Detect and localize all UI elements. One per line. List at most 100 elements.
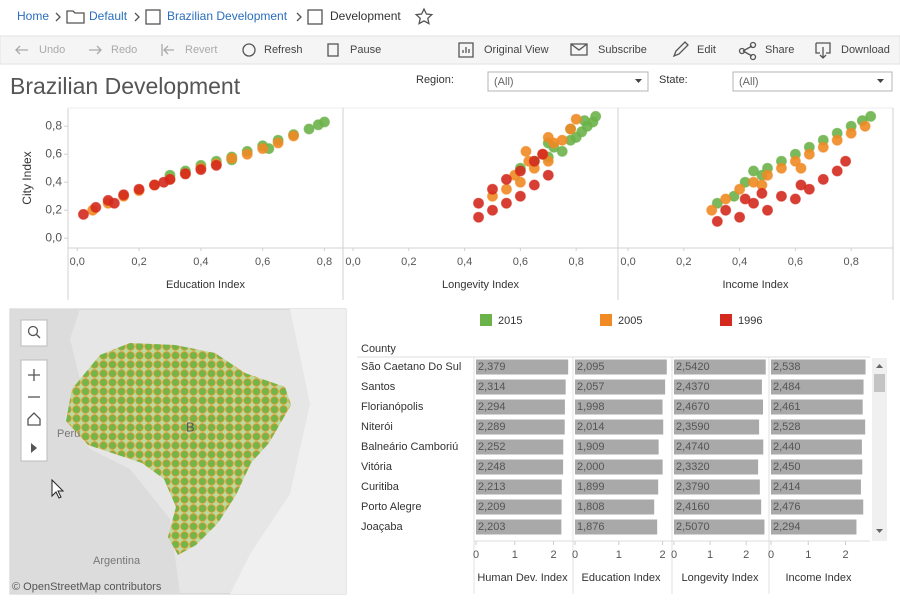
- scatter-point: [756, 187, 768, 199]
- bar: [476, 479, 562, 495]
- map-label: B: [186, 419, 195, 434]
- bar: [575, 379, 666, 395]
- bar: [771, 499, 864, 515]
- scatter-point: [288, 130, 300, 142]
- toolbar-button[interactable]: Undo: [39, 44, 65, 56]
- toolbar-button[interactable]: Original View: [484, 44, 549, 56]
- toolbar-button[interactable]: Share: [765, 44, 794, 56]
- map-ocean: [230, 309, 346, 594]
- scatter-point: [179, 168, 191, 180]
- filter-label: Region:: [416, 74, 454, 86]
- scatter-point: [133, 183, 145, 195]
- home-button[interactable]: [27, 412, 41, 426]
- row-label: Vitória: [361, 461, 393, 473]
- bar-value-label: 2,476: [773, 501, 801, 513]
- toolbar-button[interactable]: Subscribe: [598, 44, 647, 56]
- bar: [575, 419, 664, 435]
- x-tick-label: 1: [805, 549, 811, 561]
- y-tick-label: 0,6: [45, 146, 62, 160]
- x-tick-label: 0,0: [345, 256, 360, 268]
- bar: [771, 399, 863, 415]
- scatter-point: [118, 189, 130, 201]
- scatter-point: [210, 159, 222, 171]
- scatter-point: [706, 204, 718, 216]
- toolbar-button[interactable]: Refresh: [264, 44, 303, 56]
- bar: [476, 459, 564, 475]
- toolbar-button[interactable]: Redo: [111, 44, 137, 56]
- scatter-point: [520, 145, 532, 157]
- x-tick-label: 0,4: [457, 256, 472, 268]
- map[interactable]: Peru Argentina B © OpenStreetMap contrib…: [9, 308, 347, 595]
- map-land: [10, 309, 180, 594]
- bar-value-label: 2,248: [478, 461, 506, 473]
- chevron: [296, 12, 302, 22]
- toolbar-button[interactable]: Revert: [185, 44, 217, 56]
- bar: [674, 379, 762, 395]
- x-tick-label: 0,6: [788, 256, 803, 268]
- favorite-star[interactable]: [414, 7, 434, 25]
- x-tick-label: 0: [671, 549, 677, 561]
- scatter-point: [149, 179, 161, 191]
- column-title: Longevity Index: [681, 572, 759, 584]
- filter-dropdown[interactable]: [487, 71, 649, 92]
- bar: [674, 419, 760, 435]
- x-tick-label: 0,4: [732, 256, 747, 268]
- scatter-point: [90, 201, 102, 213]
- scatter-point: [840, 155, 852, 167]
- scatter-point: [556, 134, 568, 146]
- x-tick-label: 0,2: [401, 256, 416, 268]
- subscribe-icon: [570, 43, 588, 56]
- x-tick-label: 0: [572, 549, 578, 561]
- bar-value-label: 2,203: [478, 521, 506, 533]
- bar-value-label: 2,5070: [676, 521, 710, 533]
- scrollbar-thumb[interactable]: [874, 374, 885, 392]
- column-title: Education Index: [582, 572, 661, 584]
- scroll-up: [876, 364, 883, 368]
- toolbar-button[interactable]: Pause: [350, 44, 381, 56]
- bar-value-label: 2,252: [478, 441, 506, 453]
- bar: [476, 439, 564, 455]
- filter-value: (All): [739, 76, 759, 88]
- bar: [575, 459, 663, 475]
- x-tick-label: 0,6: [513, 256, 528, 268]
- bar-value-label: 2,014: [577, 421, 605, 433]
- scatter-point: [748, 165, 760, 177]
- bar-value-label: 2,461: [773, 401, 801, 413]
- dropdown-arrow: [877, 79, 884, 83]
- scatter-point: [537, 148, 549, 160]
- breadcrumb-link[interactable]: Brazilian Development: [167, 9, 288, 23]
- share-icon: [738, 47, 746, 55]
- bar-value-label: 2,4160: [676, 501, 710, 513]
- toolbar-button[interactable]: Download: [841, 44, 890, 56]
- play-button[interactable]: [31, 443, 37, 453]
- filter-dropdown[interactable]: [732, 71, 893, 92]
- share-icon: [749, 53, 757, 61]
- breadcrumb-link[interactable]: Default: [89, 9, 128, 23]
- bar: [771, 439, 862, 455]
- filter-label: State:: [659, 74, 688, 86]
- scatter-point: [565, 123, 577, 135]
- scatter-point: [711, 215, 723, 227]
- scatter-point: [500, 197, 512, 209]
- dashboard-title: Brazilian Development: [10, 73, 241, 99]
- legend-label: 2015: [498, 315, 522, 327]
- bar-value-label: 2,3320: [676, 461, 710, 473]
- scatter-point: [831, 134, 843, 146]
- original-view-icon: [458, 42, 474, 58]
- row-label: Curitiba: [361, 481, 400, 493]
- toolbar-button[interactable]: Edit: [697, 44, 716, 56]
- share-icon: [749, 41, 757, 49]
- breadcrumb-link[interactable]: Home: [17, 9, 49, 23]
- scroll-down: [876, 529, 883, 533]
- scatter-point: [817, 141, 829, 153]
- x-tick-label: 0: [473, 549, 479, 561]
- x-tick-label: 0,8: [569, 256, 584, 268]
- map-search-button[interactable]: [20, 319, 48, 347]
- scatter-point: [528, 179, 540, 191]
- bar-value-label: 2,095: [577, 361, 605, 373]
- zoom-in-button[interactable]: [28, 369, 40, 381]
- bar: [575, 439, 659, 455]
- x-tick-label: 0,4: [193, 256, 208, 268]
- scatter-point: [817, 173, 829, 185]
- bar-value-label: 2,294: [478, 401, 506, 413]
